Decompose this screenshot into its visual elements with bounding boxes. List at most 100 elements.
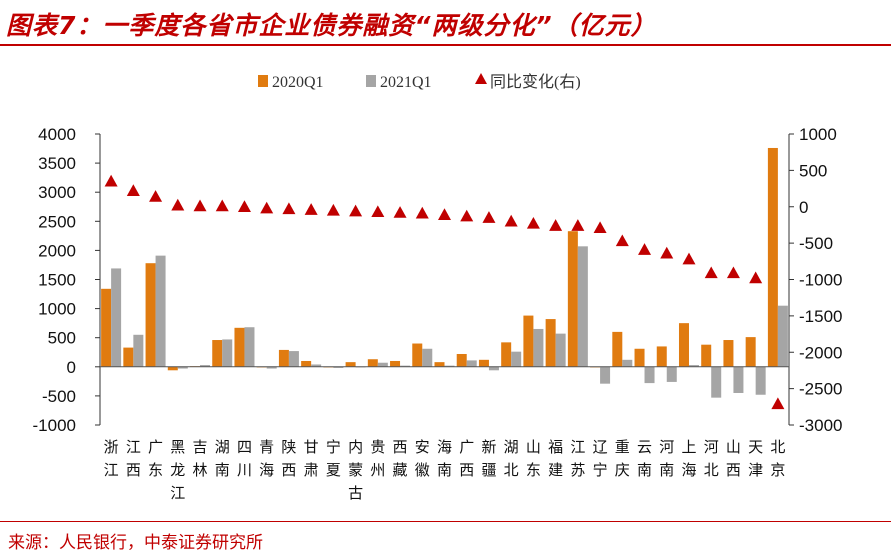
bar-2020Q1-新疆	[478, 359, 489, 367]
category-label-浙江: 浙江	[104, 438, 119, 479]
right-tick-label: -1500	[799, 307, 842, 326]
category-label-四川: 四川	[237, 438, 252, 479]
marker-浙江	[104, 174, 118, 187]
marker-甘肃	[304, 203, 318, 215]
bar-2021Q1-湖南	[222, 339, 233, 367]
legend-swatch-同比变化(右)	[475, 73, 487, 84]
category-label-山西: 山西	[726, 438, 741, 479]
category-label-天津: 天津	[748, 438, 763, 479]
bar-2021Q1-甘肃	[311, 364, 322, 367]
marker-辽宁	[593, 221, 607, 234]
marker-湖北	[504, 214, 518, 227]
bar-2021Q1-河南	[666, 366, 677, 382]
left-tick-label: -500	[42, 387, 76, 406]
marker-重庆	[615, 234, 629, 247]
bar-2020Q1-山西	[723, 340, 734, 367]
legend-swatch-2021Q1	[366, 75, 376, 87]
footer-divider	[0, 521, 891, 522]
bar-2021Q1-江西	[133, 334, 144, 367]
bar-2021Q1-河北	[711, 366, 722, 398]
left-tick-label: 1000	[38, 300, 76, 319]
right-tick-label: 0	[799, 198, 808, 217]
left-tick-label: 2000	[38, 241, 76, 260]
marker-河北	[704, 266, 718, 279]
category-label-北京: 北京	[770, 438, 785, 479]
category-label-青海: 青海	[259, 438, 274, 479]
bar-2020Q1-北京	[767, 147, 778, 367]
bar-2020Q1-陕西	[278, 349, 289, 367]
bar-2021Q1-辽宁	[600, 366, 611, 384]
right-tick-label: 1000	[799, 125, 837, 144]
category-label-江西: 江西	[126, 438, 141, 479]
marker-青海	[260, 201, 274, 214]
left-tick-label: 3000	[38, 183, 76, 202]
right-tick-label: -2500	[799, 380, 842, 399]
bar-series	[101, 147, 788, 398]
bar-2020Q1-河南	[656, 346, 667, 367]
bar-2020Q1-安徽	[412, 343, 423, 367]
right-tick-label: 500	[799, 161, 827, 180]
left-tick-label: -1000	[33, 416, 76, 435]
marker-series	[104, 174, 785, 410]
category-label-西藏: 西藏	[393, 438, 408, 479]
bar-2020Q1-湖北	[501, 342, 512, 367]
category-label-内蒙古: 内蒙古	[348, 438, 363, 502]
marker-吉林	[193, 199, 207, 212]
left-tick-label: 2500	[38, 212, 76, 231]
bar-2020Q1-内蒙古	[345, 362, 356, 367]
bar-2020Q1-四川	[234, 327, 245, 367]
category-label-江苏: 江苏	[570, 438, 585, 479]
category-label-重庆: 重庆	[615, 438, 630, 479]
marker-宁夏	[326, 203, 340, 216]
marker-广西	[460, 209, 474, 222]
bar-2021Q1-陕西	[288, 351, 299, 367]
legend-label-2020Q1: 2020Q1	[272, 74, 324, 91]
bar-2020Q1-贵州	[367, 359, 378, 367]
marker-新疆	[482, 211, 496, 223]
marker-安徽	[415, 206, 429, 219]
marker-江西	[126, 184, 140, 196]
bar-2021Q1-湖北	[511, 351, 522, 367]
bar-2021Q1-贵州	[377, 362, 388, 367]
marker-四川	[237, 200, 251, 212]
bar-2020Q1-云南	[634, 348, 645, 367]
right-tick-label: -2000	[799, 343, 842, 362]
bar-2021Q1-青海	[266, 366, 277, 369]
category-label-安徽: 安徽	[415, 438, 430, 479]
category-label-宁夏: 宁夏	[326, 438, 341, 479]
bar-2021Q1-吉林	[200, 365, 211, 367]
category-label-甘肃: 甘肃	[304, 438, 319, 479]
bar-2021Q1-上海	[688, 365, 699, 367]
bar-2020Q1-黑龙江	[167, 366, 178, 371]
bar-2021Q1-重庆	[622, 359, 633, 367]
bar-2021Q1-天津	[755, 366, 766, 395]
left-axis: -1000 -500 0 500 1000 1500 2000 2500 3000 3500 400…	[33, 125, 101, 435]
left-tick-label: 4000	[38, 125, 76, 144]
bar-2020Q1-广西	[456, 353, 467, 367]
marker-西藏	[393, 206, 407, 218]
left-tick-label: 500	[48, 329, 76, 348]
bar-2021Q1-宁夏	[333, 366, 344, 368]
bar-2021Q1-安徽	[422, 348, 433, 367]
marker-广东	[149, 190, 163, 202]
marker-云南	[638, 243, 652, 255]
legend-label-同比变化(右): 同比变化(右)	[490, 73, 581, 91]
left-tick-label: 0	[67, 358, 76, 377]
marker-黑龙江	[171, 198, 185, 211]
bar-2021Q1-江苏	[577, 246, 588, 367]
source-note: 来源：人民银行，中泰证券研究所	[8, 533, 263, 553]
marker-北京	[771, 397, 785, 410]
marker-上海	[682, 252, 696, 265]
bar-2020Q1-福建	[545, 319, 556, 367]
bar-2020Q1-海南	[434, 362, 445, 367]
legend-label-2021Q1: 2021Q1	[380, 74, 432, 91]
marker-陕西	[282, 202, 296, 215]
left-tick-label: 1500	[38, 271, 76, 290]
right-axis: -3000 -2500 -2000 -1500 -1000 -500 0 500 1000	[788, 125, 842, 435]
bar-2020Q1-山东	[523, 315, 534, 367]
category-labels: 浙江江西广东黑龙江吉林湖南四川青海陕西甘肃宁夏内蒙古贵州西藏安徽海南广西新疆湖北…	[104, 438, 786, 502]
title-divider	[0, 44, 891, 46]
category-label-广东: 广东	[148, 438, 163, 479]
bar-2021Q1-北京	[777, 305, 788, 367]
marker-海南	[438, 208, 451, 220]
